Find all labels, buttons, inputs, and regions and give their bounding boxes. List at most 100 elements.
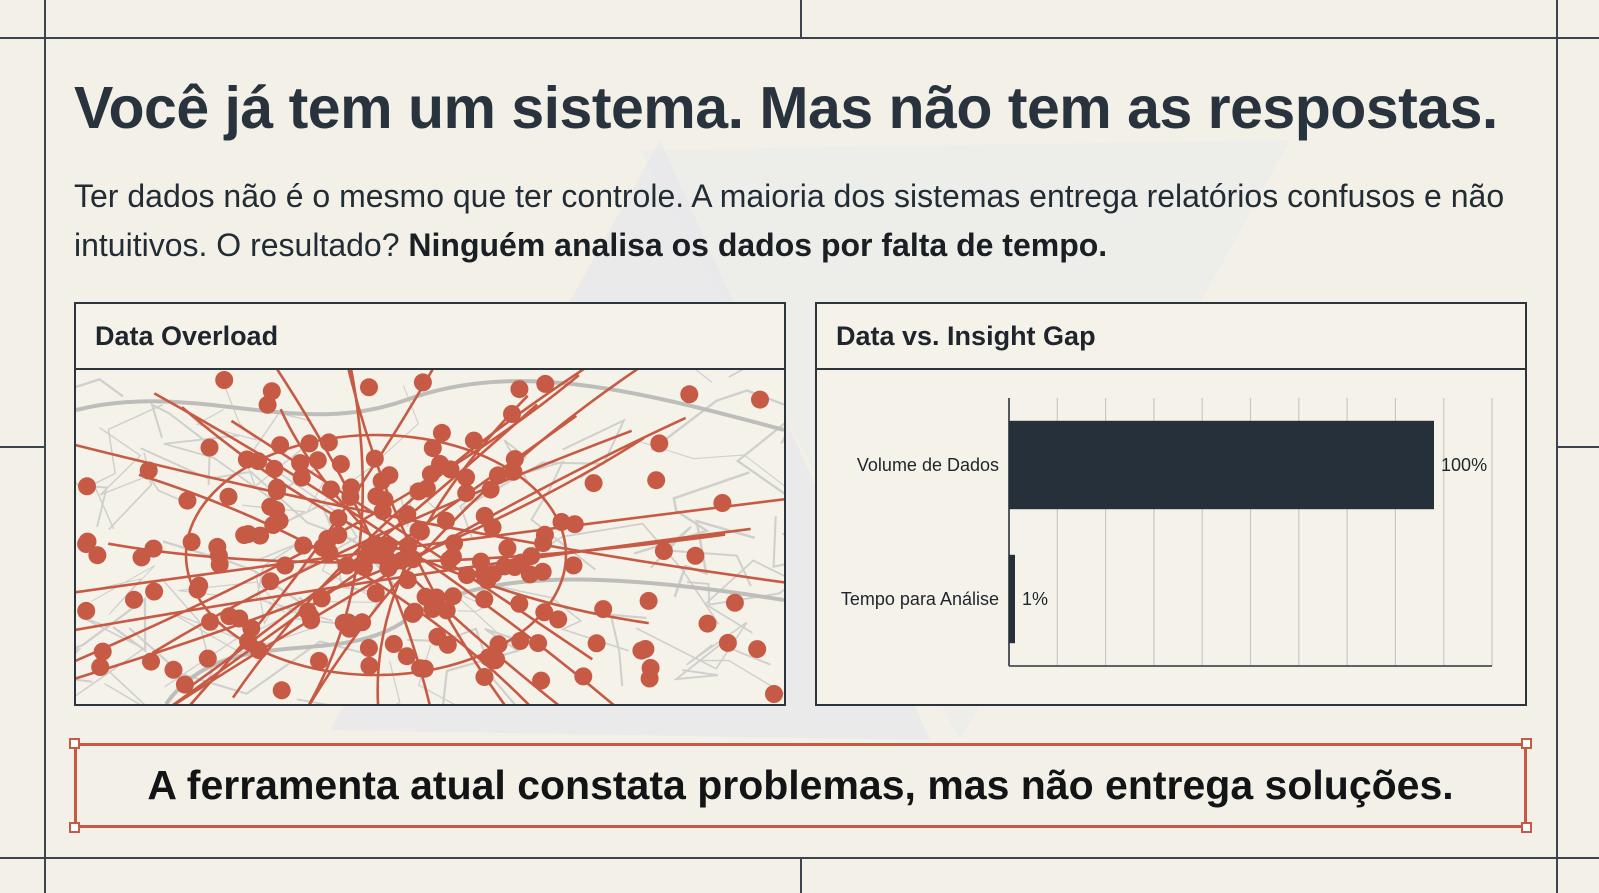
map-station-dot bbox=[262, 382, 281, 401]
map-station-dot bbox=[445, 534, 464, 553]
map-station-dot bbox=[77, 601, 96, 620]
map-station-dot bbox=[522, 547, 541, 566]
map-station-dot bbox=[360, 656, 379, 675]
callout-handle-bottom-left bbox=[69, 822, 80, 833]
map-station-dot bbox=[475, 668, 494, 686]
map-station-dot bbox=[403, 604, 422, 623]
map-station-dot bbox=[261, 572, 280, 591]
intro-emphasis: Ninguém analisa os dados por falta de te… bbox=[408, 227, 1108, 263]
map-station-dot bbox=[380, 466, 399, 485]
map-station-dot bbox=[464, 431, 483, 450]
frame-line-left bbox=[44, 0, 46, 893]
map-station-dot bbox=[93, 642, 112, 661]
value-label: 1% bbox=[1022, 589, 1048, 609]
map-station-dot bbox=[354, 558, 373, 576]
map-station-dot bbox=[587, 634, 606, 653]
map-station-dot bbox=[230, 609, 249, 628]
map-station-dot bbox=[319, 433, 338, 452]
category-label: Tempo para Análise bbox=[841, 589, 999, 609]
map-station-dot bbox=[404, 550, 423, 569]
insight-gap-bar-chart: Volume de Dados 100% Tempo para Análise 1% bbox=[841, 398, 1493, 667]
map-station-dot bbox=[432, 423, 451, 442]
map-station-dot bbox=[594, 600, 613, 619]
map-station-dot bbox=[574, 667, 593, 686]
map-station-dot bbox=[641, 659, 660, 677]
map-station-dot bbox=[198, 649, 217, 668]
map-station-dot bbox=[748, 640, 767, 659]
conclusion-callout: A ferramenta atual constata problemas, m… bbox=[74, 743, 1527, 828]
map-station-dot bbox=[291, 454, 310, 473]
intro-lead: Ter dados não é o mesmo que ter controle… bbox=[74, 178, 1505, 263]
map-station-dot bbox=[145, 582, 164, 601]
map-station-dot bbox=[428, 627, 447, 646]
map-station-dot bbox=[366, 584, 385, 603]
map-station-dot bbox=[510, 594, 529, 613]
map-station-dot bbox=[444, 587, 462, 606]
value-label: 100% bbox=[1441, 455, 1487, 475]
map-station-dot bbox=[78, 477, 96, 496]
map-station-dot bbox=[639, 591, 658, 610]
map-station-dot bbox=[398, 571, 417, 589]
map-station-dot bbox=[552, 513, 571, 531]
map-station-dot bbox=[302, 611, 321, 630]
category-label: Volume de Dados bbox=[857, 455, 999, 475]
map-station-dot bbox=[219, 487, 238, 506]
map-station-dot bbox=[698, 614, 717, 633]
map-station-dot bbox=[475, 506, 494, 525]
map-station-dot bbox=[139, 461, 158, 480]
map-station-dot bbox=[359, 639, 378, 657]
frame-tick-right-mid bbox=[1558, 446, 1599, 448]
callout-handle-bottom-right bbox=[1521, 822, 1532, 833]
network-map-graphic bbox=[76, 370, 784, 704]
map-station-dot bbox=[532, 671, 551, 690]
map-station-dot bbox=[182, 533, 201, 551]
map-station-dot bbox=[210, 555, 229, 574]
map-station-dot bbox=[437, 511, 455, 530]
map-station-dot bbox=[91, 658, 110, 676]
intro-paragraph: Ter dados não é o mesmo que ter controle… bbox=[74, 172, 1534, 270]
map-station-dot bbox=[503, 405, 521, 423]
frame-line-top bbox=[0, 37, 1599, 39]
map-stations bbox=[77, 371, 783, 703]
callout-handle-top-left bbox=[69, 738, 80, 749]
map-station-dot bbox=[505, 450, 524, 469]
map-station-dot bbox=[536, 374, 555, 393]
map-station-dot bbox=[440, 551, 459, 569]
data-overload-map bbox=[76, 370, 784, 704]
map-station-dot bbox=[215, 371, 234, 389]
map-station-dot bbox=[125, 590, 143, 609]
map-station-dot bbox=[680, 385, 699, 404]
frame-tick-bottom-center bbox=[800, 859, 802, 893]
map-station-dot bbox=[488, 466, 507, 485]
map-station-dot bbox=[310, 651, 328, 670]
map-station-dot bbox=[650, 434, 669, 453]
map-station-dot bbox=[489, 635, 508, 654]
map-station-dot bbox=[398, 505, 417, 524]
map-station-dot bbox=[77, 535, 96, 553]
frame-tick-top-center bbox=[800, 0, 802, 37]
map-station-dot bbox=[498, 539, 517, 558]
map-station-dot bbox=[300, 434, 319, 453]
map-station-dot bbox=[535, 603, 554, 622]
map-station-dot bbox=[239, 525, 258, 544]
map-station-dot bbox=[270, 511, 289, 530]
map-station-dot bbox=[341, 487, 360, 506]
map-station-dot bbox=[292, 468, 311, 487]
map-station-dot bbox=[329, 526, 348, 545]
insight-gap-title: Data vs. Insight Gap bbox=[817, 304, 1525, 370]
map-station-dot bbox=[510, 380, 529, 399]
frame-tick-left-mid bbox=[0, 446, 44, 448]
bar-0 bbox=[1009, 420, 1434, 510]
map-station-dot bbox=[529, 634, 548, 653]
map-station-dot bbox=[142, 652, 160, 671]
map-station-dot bbox=[312, 589, 331, 608]
page-title: Você já tem um sistema. Mas não tem as r… bbox=[74, 75, 1498, 141]
map-station-dot bbox=[164, 660, 183, 679]
map-station-dot bbox=[457, 468, 476, 487]
map-station-dot bbox=[457, 484, 476, 502]
bar-1 bbox=[1009, 554, 1015, 644]
map-station-dot bbox=[271, 436, 290, 455]
map-station-dot bbox=[331, 455, 350, 473]
map-station-dot bbox=[533, 562, 552, 581]
map-station-dot bbox=[329, 509, 348, 528]
